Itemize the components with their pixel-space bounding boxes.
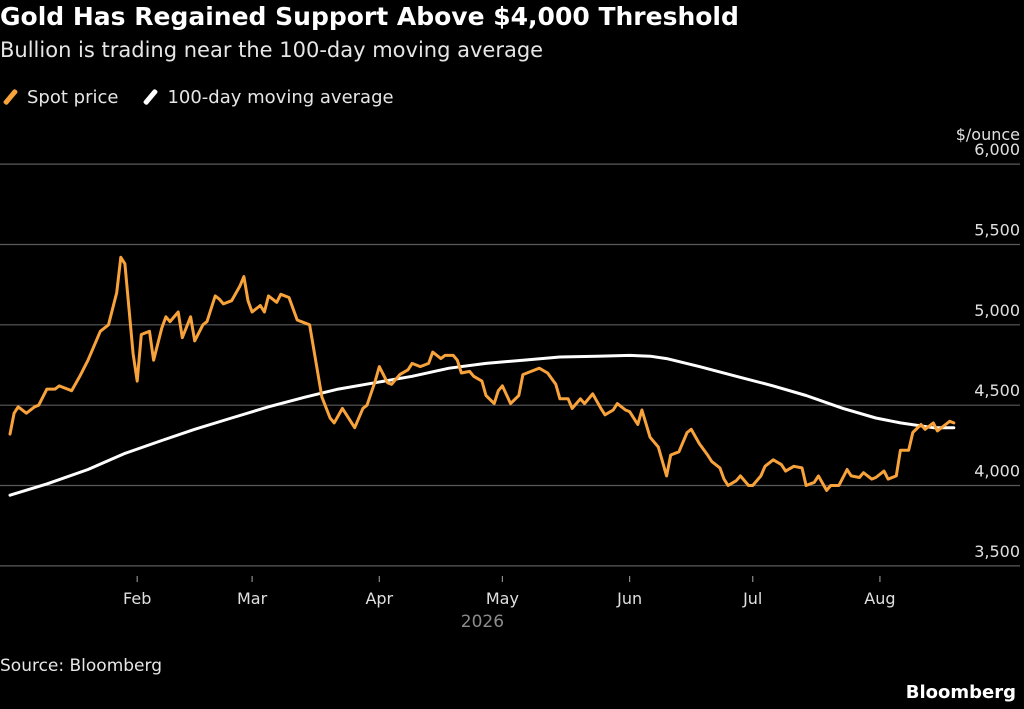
legend-item-spot-price: Spot price	[0, 87, 118, 108]
source-note: Source: Bloomberg	[0, 656, 162, 676]
y-tick-label-5500: 5,500	[974, 220, 1020, 239]
x-tick-label-mar: Mar	[237, 589, 268, 608]
legend-swatch-moving-average	[143, 88, 159, 106]
x-tick-label-may: May	[486, 589, 519, 608]
chart-subtitle: Bullion is trading near the 100-day movi…	[0, 38, 544, 62]
series-line-moving-average	[8, 353, 956, 497]
y-axis-ticks: 3,500 4,000 4,500 5,000 5,500 6,000	[974, 140, 1020, 561]
legend-item-moving-average: 100-day moving average	[140, 86, 394, 108]
x-axis-year-label: 2026	[461, 612, 504, 632]
x-axis-ticks: Feb Mar Apr May Jun Jul Aug	[123, 576, 896, 608]
series-lines	[8, 255, 956, 497]
x-tick-label-jun: Jun	[616, 589, 642, 608]
y-tick-label-4000: 4,000	[974, 462, 1020, 481]
legend-swatch-spot-price	[2, 88, 19, 106]
legend-label-moving-average: 100-day moving average	[167, 86, 394, 108]
series-line-spot-price	[8, 255, 956, 492]
y-tick-label-6000: 6,000	[974, 140, 1020, 159]
x-tick-label-jul: Jul	[742, 589, 762, 608]
bloomberg-logo: Bloomberg	[905, 682, 1016, 703]
y-tick-label-3500: 3,500	[974, 542, 1020, 561]
chart-title: Gold Has Regained Support Above $4,000 T…	[0, 2, 739, 31]
x-tick-label-apr: Apr	[365, 589, 393, 608]
line-chart: $/ounce 3,500 4,000 4,500 5,000 5,500 6,000 F…	[0, 125, 1020, 632]
x-tick-label-feb: Feb	[123, 589, 151, 608]
x-tick-label-aug: Aug	[864, 589, 895, 608]
legend: Spot price 100-day moving average	[0, 84, 416, 110]
y-tick-label-5000: 5,000	[974, 301, 1020, 320]
y-tick-label-4500: 4,500	[974, 381, 1020, 400]
gridlines	[0, 163, 1020, 567]
y-axis-unit-label: $/ounce	[956, 125, 1020, 144]
legend-label-spot-price: Spot price	[27, 86, 119, 108]
